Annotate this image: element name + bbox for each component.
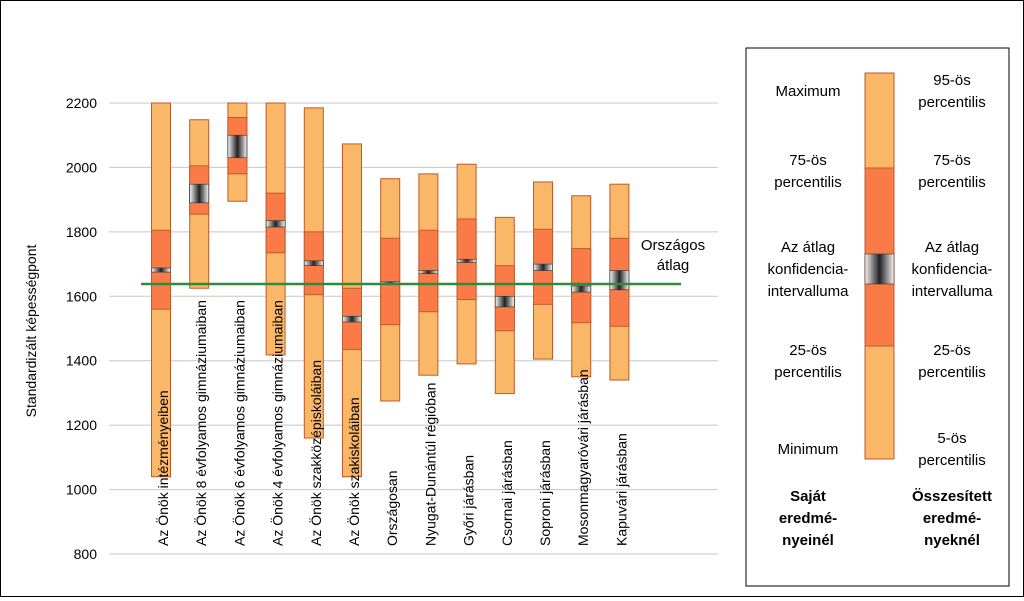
y-axis-ticks: 800 1000 1200 1400 1600 1800 2000 2200: [66, 95, 97, 562]
box-3: [227, 102, 248, 202]
box-confidence-interval: [189, 183, 209, 204]
box-11: [533, 181, 553, 360]
box-12: [571, 195, 592, 378]
legend-ci-swatch: [864, 253, 895, 285]
legend-title: Összesített eredmé-nyeknél: [912, 488, 992, 549]
box-1: [151, 102, 171, 478]
box-confidence-interval: [265, 220, 286, 228]
category-label: Az Önök szakközépiskoláiban: [307, 360, 324, 546]
y-tick-label: 1600: [66, 288, 97, 304]
y-tick-label: 1200: [66, 417, 97, 433]
box-6: [342, 143, 362, 478]
national-average: Országos átlag: [141, 237, 705, 286]
category-labels: Az Önök intézményeiben Az Önök 8 évfolyam…: [154, 300, 629, 546]
legend-title: Saját eredmé-nyeinél: [779, 488, 837, 549]
box-confidence-interval: [456, 258, 477, 263]
category-label: Kapuvári járásban: [613, 433, 629, 546]
box-confidence-interval: [533, 263, 553, 271]
y-tick-label: 1800: [66, 224, 97, 240]
box-2: [189, 119, 210, 289]
category-label: Győri járásban: [461, 455, 477, 546]
category-label: Az Önök 8 évfolyamos gimnáziumaiban: [192, 300, 209, 546]
category-label: Országosan: [384, 471, 400, 546]
legend-label: 95-ös percentilis: [918, 72, 986, 111]
legend-label: 25-ös percentilis: [774, 342, 842, 381]
category-label: Mosonmagyaróvári járásban: [575, 369, 591, 546]
y-tick-label: 1400: [66, 353, 97, 369]
category-label: Nyugat-Dunántúl régióban: [422, 383, 438, 546]
gridlines: [109, 102, 718, 555]
national-average-label: átlag: [657, 257, 690, 274]
box-4: [265, 102, 286, 356]
box-8: [418, 173, 439, 376]
box-iqr: [380, 237, 401, 326]
category-label: Csornai járásban: [499, 440, 515, 546]
y-tick-label: 1000: [66, 482, 97, 498]
box-confidence-interval: [303, 260, 324, 266]
box-series: [151, 102, 630, 478]
box-9: [456, 163, 477, 365]
category-label: Az Önök 6 évfolyamos gimnáziumaiban: [230, 300, 247, 546]
box-13: [609, 183, 630, 381]
y-axis-label: Standardizált képességpont: [23, 245, 39, 418]
legend: Maximum 75-ös percentilis Az átlag konfidenc…: [745, 47, 1010, 587]
category-label: Az Önök 4 évfolyamos gimnáziumaiban: [269, 300, 286, 546]
y-tick-label: 2000: [66, 159, 97, 175]
category-label: Soproni járásban: [537, 440, 553, 546]
legend-label: 75-ös percentilis: [918, 152, 986, 191]
legend-label: Az átlag konfidencia-intervalluma: [768, 239, 850, 300]
box-confidence-interval: [342, 315, 362, 323]
national-average-label: Országos: [641, 237, 705, 254]
y-tick-label: 800: [74, 546, 98, 562]
category-label: Az Önök szakiskoláiban: [345, 397, 362, 546]
legend-label: Az átlag konfidencia-intervalluma: [912, 239, 994, 300]
box-iqr: [571, 248, 592, 324]
y-tick-label: 2200: [66, 95, 97, 111]
box-confidence-interval: [151, 267, 171, 273]
category-label: Az Önök intézményeiben: [154, 390, 171, 546]
legend-label: 75-ös percentilis: [774, 152, 842, 191]
legend-label: Maximum: [775, 83, 840, 100]
box-confidence-interval: [418, 270, 439, 275]
box-7: [380, 178, 401, 402]
legend-label: Minimum: [778, 441, 839, 458]
legend-label: 25-ös percentilis: [918, 342, 986, 381]
box-confidence-interval: [494, 295, 515, 308]
box-confidence-interval: [609, 270, 630, 291]
legend-label: 5-ös percentilis: [918, 430, 986, 469]
box-confidence-interval: [571, 285, 592, 293]
box-confidence-interval: [227, 134, 248, 159]
box-5: [303, 107, 324, 439]
box-10: [494, 216, 515, 395]
